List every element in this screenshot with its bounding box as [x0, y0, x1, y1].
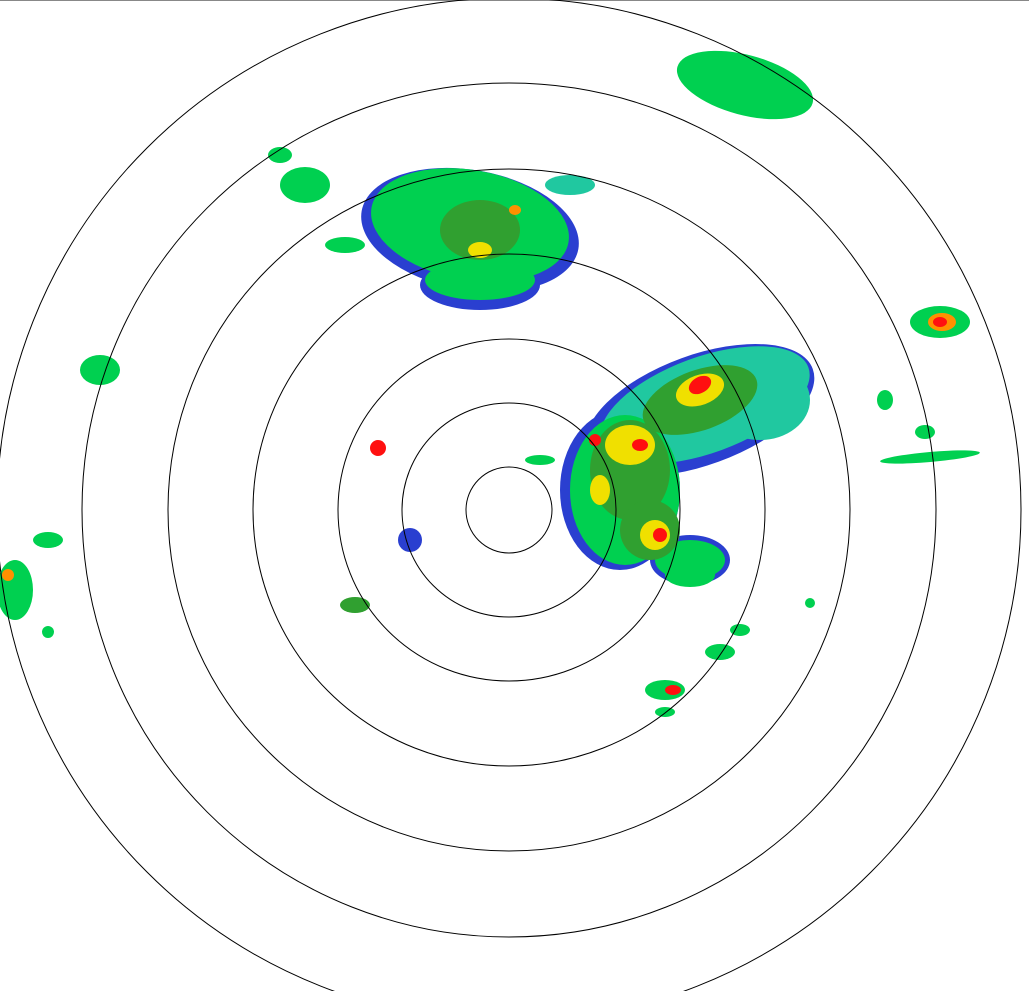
- echo-cell: [655, 707, 675, 717]
- echo-cell: [915, 425, 935, 439]
- range-ring: [81, 82, 937, 938]
- echo-cell: [880, 450, 980, 464]
- echo-cell: [705, 644, 735, 660]
- echo-cell: [440, 200, 520, 260]
- echo-cell: [877, 390, 893, 410]
- echo-cell: [0, 560, 33, 620]
- echo-cell: [589, 434, 601, 446]
- reflectivity-echoes: [0, 50, 980, 717]
- echo-cell: [632, 439, 648, 451]
- echo-cell: [590, 475, 610, 505]
- echo-cell: [676, 50, 814, 120]
- range-ring: [167, 168, 851, 852]
- echo-cell: [340, 597, 370, 613]
- echo-cell: [805, 598, 815, 608]
- echo-cell: [325, 237, 365, 253]
- echo-cell: [425, 260, 535, 300]
- echo-cell: [280, 167, 330, 203]
- echo-cell: [80, 355, 120, 385]
- echo-cell: [605, 425, 655, 465]
- echo-cell: [545, 175, 595, 195]
- echo-cell: [268, 147, 292, 163]
- range-ring: [465, 466, 553, 554]
- echo-cell: [33, 532, 63, 548]
- range-ring: [252, 253, 766, 767]
- echo-cell: [665, 685, 681, 695]
- range-ring: [401, 402, 617, 618]
- echo-cell: [525, 455, 555, 465]
- echo-cell: [665, 563, 715, 587]
- echo-cell: [468, 242, 492, 258]
- echo-cell: [42, 626, 54, 638]
- range-ring: [337, 338, 681, 682]
- echo-cell: [370, 440, 386, 456]
- echo-cell: [398, 528, 422, 552]
- echo-cell: [688, 375, 712, 395]
- echo-cell: [730, 624, 750, 636]
- echo-cell: [653, 528, 667, 542]
- echo-cell: [509, 205, 521, 215]
- echo-cell: [2, 569, 14, 581]
- frame-top-border: [0, 0, 1029, 1]
- echo-cell: [933, 317, 947, 327]
